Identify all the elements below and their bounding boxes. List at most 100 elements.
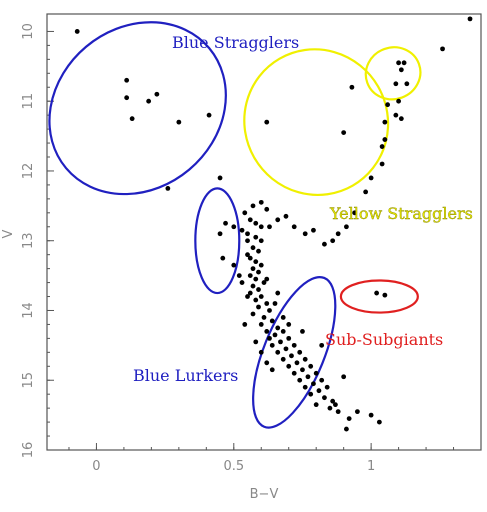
data-point	[250, 266, 256, 272]
data-point	[297, 377, 303, 383]
data-point	[398, 116, 404, 122]
data-point	[124, 95, 130, 101]
data-point	[206, 112, 212, 118]
data-point	[291, 224, 297, 230]
data-point	[245, 294, 250, 299]
data-point	[267, 335, 272, 341]
data-point	[269, 342, 275, 348]
data-point	[264, 206, 270, 212]
data-point	[393, 81, 399, 87]
data-point	[283, 213, 289, 219]
x-tick-label: 0	[92, 459, 100, 474]
y-axis-label: V	[1, 229, 16, 238]
label-yellow-stragglers: Yellow Stragglers	[329, 204, 473, 223]
data-point	[239, 227, 245, 233]
data-point	[349, 84, 355, 90]
data-point	[354, 409, 360, 415]
data-point	[286, 335, 292, 341]
data-point	[278, 339, 283, 345]
data-point	[291, 370, 297, 376]
y-tick-label: 10	[21, 23, 36, 40]
data-point	[352, 210, 358, 216]
region-blue-lurkers-lower	[252, 275, 337, 429]
data-point	[253, 276, 259, 282]
data-point	[335, 409, 341, 415]
data-point	[250, 311, 256, 317]
data-point	[319, 342, 325, 348]
data-point	[264, 119, 270, 125]
data-point	[374, 290, 380, 296]
data-point	[396, 98, 401, 104]
data-point	[245, 238, 250, 244]
data-point	[264, 360, 270, 366]
data-point	[311, 381, 316, 387]
data-point	[236, 273, 242, 278]
data-point	[267, 308, 272, 313]
data-point	[333, 402, 338, 408]
data-point	[74, 29, 80, 34]
data-point	[322, 241, 327, 247]
data-point	[261, 280, 267, 285]
y-ticks: 10 11 12 13 14 15 16	[21, 23, 54, 458]
data-point	[330, 238, 336, 244]
data-point	[313, 402, 319, 408]
data-point	[467, 16, 473, 22]
y-tick-label: 14	[21, 302, 36, 319]
data-points	[74, 16, 473, 432]
data-point	[269, 367, 275, 373]
data-point	[154, 91, 160, 97]
data-point	[250, 245, 256, 251]
data-point	[368, 175, 374, 181]
data-point	[275, 349, 281, 355]
data-point	[267, 224, 272, 230]
region-ellipses	[48, 21, 422, 429]
data-point	[363, 189, 369, 195]
data-point	[247, 255, 253, 261]
data-point	[129, 116, 135, 122]
data-point	[247, 290, 253, 296]
data-point	[382, 292, 388, 298]
x-ticks: 0 0.5 1	[68, 443, 455, 474]
data-point	[250, 203, 256, 209]
y-tick-label: 15	[21, 372, 36, 389]
y-tick-label: 13	[21, 232, 36, 249]
x-tick-label: 1	[367, 459, 375, 474]
data-point	[302, 231, 308, 237]
data-point	[382, 119, 388, 125]
data-point	[272, 332, 278, 338]
data-point	[264, 276, 270, 282]
data-point	[253, 220, 259, 226]
data-point	[289, 353, 294, 359]
data-point	[308, 363, 314, 369]
data-point	[311, 227, 316, 233]
region-yellow-stragglers	[243, 48, 390, 197]
data-point	[440, 46, 445, 52]
data-point	[264, 329, 270, 334]
data-point	[316, 388, 322, 394]
data-point	[404, 81, 410, 87]
data-point	[272, 301, 278, 306]
data-point	[324, 384, 330, 390]
data-point	[341, 130, 347, 135]
data-point	[258, 294, 264, 299]
data-point	[291, 342, 297, 348]
data-point	[344, 426, 349, 432]
data-point	[223, 220, 228, 226]
data-point	[250, 283, 256, 289]
data-point	[322, 395, 327, 401]
region-yellow-stragglers-small	[364, 46, 422, 101]
data-point	[341, 374, 347, 380]
plot-frame	[46, 13, 482, 451]
data-point	[385, 102, 391, 108]
data-point	[327, 405, 333, 411]
data-point	[146, 98, 152, 104]
data-point	[319, 377, 325, 383]
data-point	[261, 315, 267, 320]
data-point	[253, 339, 259, 345]
x-tick-label: 0.5	[223, 459, 244, 474]
data-point	[300, 329, 305, 334]
y-tick-label: 12	[21, 163, 36, 180]
data-point	[253, 297, 259, 303]
x-axis-label: B−V	[250, 487, 279, 502]
